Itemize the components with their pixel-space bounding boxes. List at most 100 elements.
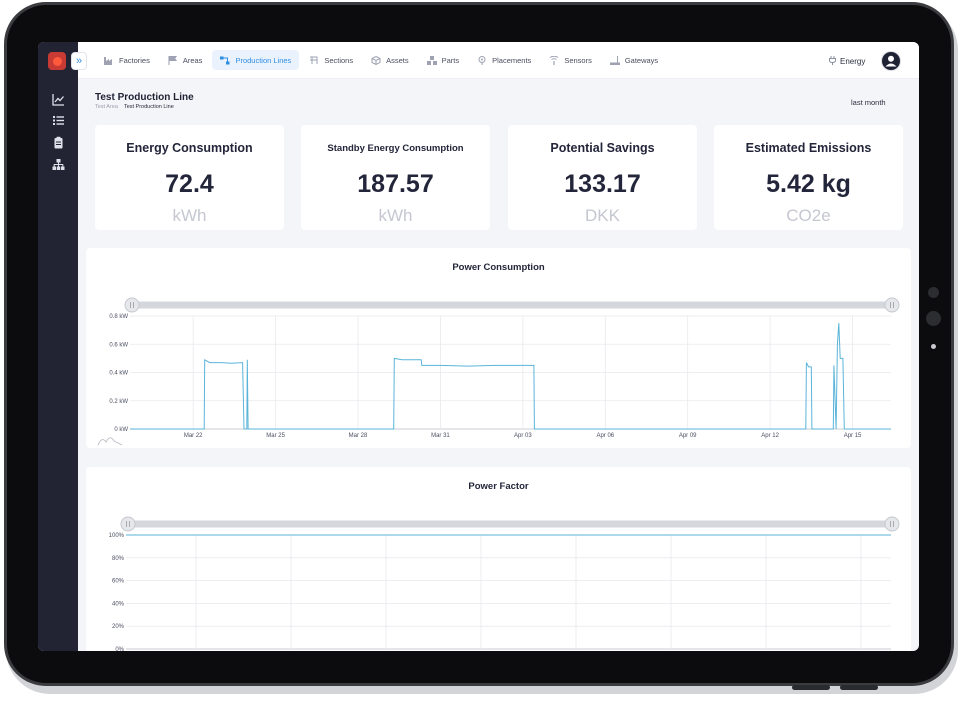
standby-energy-card: Standby Energy Consumption 187.57 kWh	[301, 125, 490, 230]
sidebar-expand-button[interactable]: »	[71, 52, 87, 70]
y-tick-label: 100%	[109, 533, 125, 539]
chevron-double-right-icon: »	[75, 55, 83, 67]
nav-item-sensors[interactable]: Sensors	[541, 50, 600, 70]
y-tick-label: 0.2 kW	[109, 399, 128, 405]
nav-item-label: Placements	[492, 55, 532, 65]
breadcrumb-current: Test Production Line	[123, 104, 174, 110]
card-value: 5.42 kg	[766, 170, 851, 198]
placement-icon	[477, 55, 487, 65]
power-consumption-chart: 0 kW 0.2 kW 0.4 kW 0.6 kW 0.8 kW Mar 22 Mar 25…	[97, 297, 900, 446]
x-tick-label: Apr 03	[514, 433, 532, 439]
app-screen: » Factories Areas Production Lines Secti…	[38, 42, 919, 651]
y-tick-label: 0.6 kW	[109, 342, 128, 348]
x-tick-label: Apr 12	[761, 433, 779, 439]
card-title: Energy Consumption	[126, 141, 253, 155]
date-range-selector[interactable]: last month	[851, 98, 886, 107]
gateway-icon	[609, 55, 620, 65]
power-consumption-panel: Power Consumption 0 kW 0.2 kW 0.4 kW 0.6 kW…	[86, 248, 911, 448]
volume-button	[792, 685, 830, 690]
plug-icon	[829, 56, 836, 67]
card-unit: kWh	[172, 206, 207, 225]
nav-item-label: Factories	[119, 55, 150, 65]
section-icon	[309, 56, 319, 65]
energy-consumption-card: Energy Consumption 72.4 kWh	[95, 125, 284, 230]
nav-item-areas[interactable]: Areas	[160, 50, 211, 70]
power-factor-chart: 0% 20% 40% 60% 80% 100%	[109, 516, 900, 651]
energy-label: Energy	[840, 57, 866, 66]
x-tick-label: Apr 09	[679, 433, 697, 439]
user-avatar[interactable]	[881, 51, 901, 71]
parts-icon	[426, 55, 437, 65]
y-tick-label: 40%	[112, 601, 125, 607]
zoom-handle-right[interactable]	[884, 297, 900, 313]
nav-item-label: Sensors	[564, 55, 592, 65]
y-tick-label: 0.8 kW	[109, 314, 128, 320]
top-navigation: Factories Areas Production Lines Section…	[78, 42, 919, 79]
nav-item-factories[interactable]: Factories	[96, 50, 158, 70]
card-unit: CO2e	[786, 206, 831, 225]
nav-item-gateways[interactable]: Gateways	[602, 50, 666, 70]
breadcrumb-area[interactable]: Test Area	[95, 104, 118, 110]
y-tick-label: 0.4 kW	[109, 371, 128, 377]
asset-icon	[371, 55, 381, 65]
chart-line-icon[interactable]	[52, 93, 65, 106]
clipboard-glyph	[54, 136, 63, 149]
energy-selector[interactable]: Energy	[829, 56, 865, 67]
handle-grip-icon	[126, 521, 130, 527]
nav-item-label: Assets	[386, 55, 409, 65]
chart-title: Power Consumption	[452, 262, 545, 273]
nav-item-label: Areas	[182, 55, 203, 65]
nav-item-label: Gateways	[624, 55, 659, 65]
factory-icon	[104, 56, 114, 65]
x-tick-label: Mar 22	[184, 433, 203, 439]
handle-grip-icon	[890, 521, 894, 527]
estimated-emissions-card: Estimated Emissions 5.42 kg CO2e	[714, 125, 903, 230]
production-line-icon	[220, 56, 230, 65]
zoom-handle-right[interactable]	[884, 516, 900, 532]
sitemap-icon[interactable]	[52, 158, 65, 171]
nav-item-label: Sections	[324, 55, 354, 65]
nav-item-label: Parts	[441, 55, 460, 65]
logo-mark	[52, 56, 62, 66]
x-tick-label: Apr 15	[844, 433, 862, 439]
nav-item-production-lines[interactable]: Production Lines	[212, 50, 300, 70]
camera-lens	[926, 311, 941, 326]
y-tick-label: 0%	[115, 647, 124, 651]
handle-grip-icon	[890, 302, 894, 308]
y-tick-label: 0 kW	[114, 427, 128, 433]
potential-savings-card: Potential Savings 133.17 DKK	[508, 125, 697, 230]
y-tick-label: 60%	[112, 579, 125, 585]
nav-item-parts[interactable]: Parts	[419, 50, 468, 70]
card-title: Standby Energy Consumption	[327, 143, 464, 154]
x-tick-label: Mar 28	[349, 433, 368, 439]
x-tick-label: Mar 25	[266, 433, 285, 439]
card-value: 187.57	[357, 170, 434, 198]
y-tick-label: 80%	[112, 556, 125, 562]
sitemap-glyph	[52, 159, 65, 170]
zoom-handle-left[interactable]	[124, 297, 140, 313]
nav-item-label: Production Lines	[235, 55, 292, 65]
x-tick-label: Mar 31	[431, 433, 450, 439]
list-icon[interactable]	[52, 114, 65, 127]
breadcrumb: Test Area Test Production Line	[95, 104, 174, 110]
handle-grip-icon	[130, 302, 134, 308]
nav-tabs: Factories Areas Production Lines Section…	[96, 50, 666, 70]
front-camera	[928, 287, 939, 298]
zoom-handle-left[interactable]	[120, 516, 136, 532]
nav-item-assets[interactable]: Assets	[363, 50, 417, 70]
app-logo[interactable]	[48, 52, 66, 70]
nav-item-placements[interactable]: Placements	[469, 50, 539, 70]
zoom-slider-track	[128, 520, 892, 528]
clipboard-icon[interactable]	[52, 136, 65, 149]
sidebar	[38, 42, 78, 651]
nav-item-sections[interactable]: Sections	[301, 50, 361, 70]
chart-title: Power Factor	[468, 481, 529, 492]
card-title: Estimated Emissions	[745, 141, 872, 155]
card-unit: kWh	[378, 206, 413, 225]
power-series-line	[130, 323, 891, 430]
card-value: 133.17	[564, 170, 641, 198]
card-value: 72.4	[165, 170, 214, 198]
camera-sensor	[931, 344, 936, 349]
page-title: Test Production Line	[95, 92, 194, 103]
user-icon	[882, 52, 900, 70]
